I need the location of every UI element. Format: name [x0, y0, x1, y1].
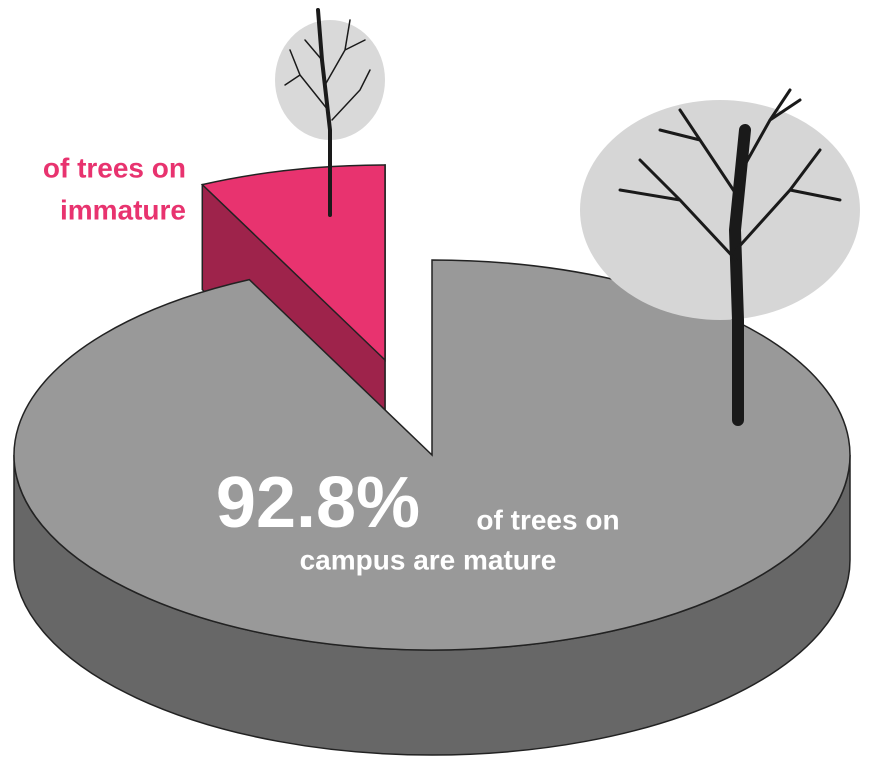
slice-label: of trees on — [43, 152, 186, 183]
value-label: 92.8% — [216, 463, 420, 543]
slice-label: campus are mature — [300, 544, 557, 575]
page: 92.8% of trees on campus are mature of t… — [0, 0, 883, 759]
front-layer — [14, 260, 850, 755]
slice-label: immature — [60, 194, 186, 225]
chart: 92.8% of trees on campus are mature of t… — [0, 0, 883, 759]
tree-shadow — [580, 100, 860, 320]
slice-label: of trees on — [476, 504, 619, 535]
